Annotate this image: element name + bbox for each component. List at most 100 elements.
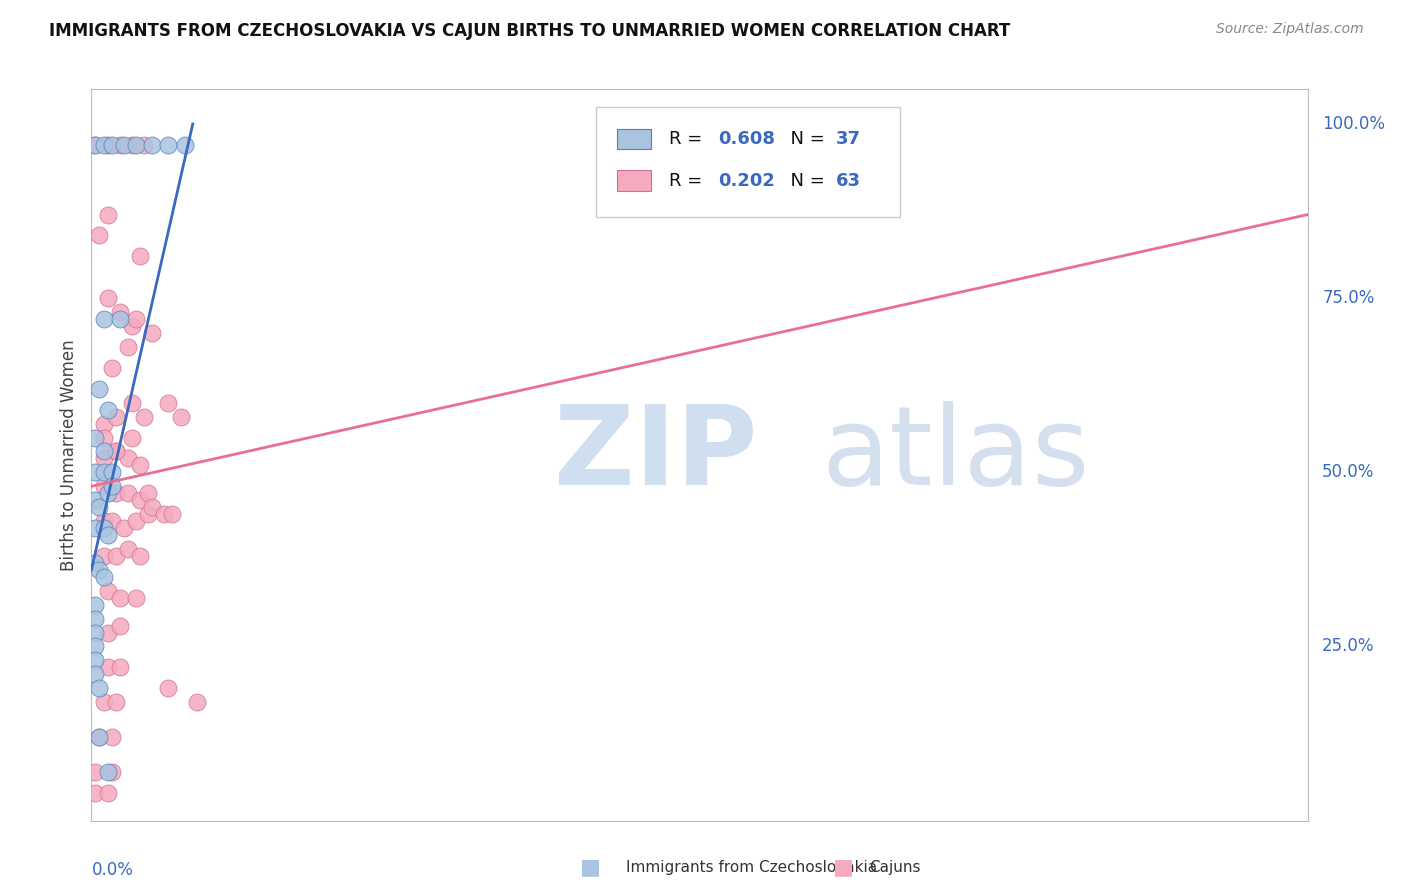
Text: ZIP: ZIP <box>554 401 756 508</box>
Point <box>84 667 107 681</box>
Text: 0.608: 0.608 <box>717 130 775 148</box>
Point <box>117 486 139 500</box>
Point <box>97 625 120 640</box>
Point <box>104 444 127 458</box>
Point <box>125 137 148 152</box>
Point <box>93 312 115 326</box>
Text: IMMIGRANTS FROM CZECHOSLOVAKIA VS CAJUN BIRTHS TO UNMARRIED WOMEN CORRELATION CH: IMMIGRANTS FROM CZECHOSLOVAKIA VS CAJUN … <box>49 22 1011 40</box>
Point <box>104 695 127 709</box>
Text: 37: 37 <box>835 130 860 148</box>
Point <box>93 417 115 431</box>
Point <box>153 507 176 521</box>
Point <box>84 430 107 444</box>
Point <box>84 653 107 667</box>
Point <box>108 591 131 605</box>
Point <box>121 430 143 444</box>
Point <box>104 486 127 500</box>
Point <box>97 137 120 152</box>
Point <box>93 570 115 584</box>
Point <box>141 137 163 152</box>
Bar <box>617 128 651 149</box>
Point <box>136 507 159 521</box>
Point <box>93 137 115 152</box>
Text: R =: R = <box>669 130 709 148</box>
Point <box>112 521 135 535</box>
Point <box>136 486 159 500</box>
Point <box>125 514 148 528</box>
Point <box>141 500 163 515</box>
Point <box>93 479 115 493</box>
Point <box>84 466 107 480</box>
Y-axis label: Births to Unmarried Women: Births to Unmarried Women <box>59 339 77 571</box>
Point <box>93 514 115 528</box>
Point <box>117 340 139 354</box>
Point <box>157 395 180 409</box>
Point <box>121 319 143 334</box>
Point <box>93 444 115 458</box>
Point <box>121 137 143 152</box>
Text: 100.0%: 100.0% <box>1322 115 1385 133</box>
Text: 75.0%: 75.0% <box>1322 289 1375 307</box>
Point <box>100 514 122 528</box>
Point <box>84 786 107 800</box>
Point <box>108 137 131 152</box>
Point <box>84 137 107 152</box>
Text: ■: ■ <box>581 857 600 877</box>
Point <box>97 583 120 598</box>
Point <box>100 466 122 480</box>
Point <box>129 493 152 508</box>
Point <box>108 312 131 326</box>
Point <box>89 228 111 243</box>
Point <box>104 549 127 563</box>
Point <box>89 730 111 744</box>
Point <box>100 764 122 779</box>
Point <box>100 730 122 744</box>
FancyBboxPatch shape <box>596 108 900 218</box>
Point <box>84 764 107 779</box>
Point <box>117 541 139 556</box>
Point <box>125 591 148 605</box>
Point <box>108 305 131 319</box>
Point <box>129 549 152 563</box>
Point <box>129 249 152 263</box>
Text: 25.0%: 25.0% <box>1322 638 1375 656</box>
Point <box>84 598 107 612</box>
Text: 0.202: 0.202 <box>717 171 775 190</box>
Point <box>157 681 180 696</box>
Point <box>100 360 122 375</box>
Point <box>89 681 111 696</box>
Text: 63: 63 <box>835 171 860 190</box>
Point <box>108 618 131 632</box>
Point <box>97 786 120 800</box>
Point <box>84 556 107 570</box>
Point <box>186 695 208 709</box>
Text: R =: R = <box>669 171 709 190</box>
Point <box>89 730 111 744</box>
Point <box>89 500 111 515</box>
Point <box>84 612 107 626</box>
Point <box>100 137 122 152</box>
Point <box>125 312 148 326</box>
Point <box>93 521 115 535</box>
Text: 0.0%: 0.0% <box>91 861 134 879</box>
Point <box>129 458 152 473</box>
Point <box>121 395 143 409</box>
Point <box>89 563 111 577</box>
Text: Immigrants from Czechoslovakia: Immigrants from Czechoslovakia <box>626 860 877 874</box>
Point <box>93 451 115 466</box>
Point <box>141 326 163 340</box>
Point <box>104 444 127 458</box>
Point <box>97 291 120 305</box>
Point <box>112 137 135 152</box>
Point <box>97 486 120 500</box>
Point <box>93 695 115 709</box>
Point <box>132 409 155 424</box>
Point <box>84 493 107 508</box>
Point <box>93 430 115 444</box>
Text: N =: N = <box>779 171 830 190</box>
Point <box>157 137 180 152</box>
Point <box>97 402 120 417</box>
Point <box>173 137 195 152</box>
Point <box>162 507 184 521</box>
Text: Cajuns: Cajuns <box>869 860 921 874</box>
